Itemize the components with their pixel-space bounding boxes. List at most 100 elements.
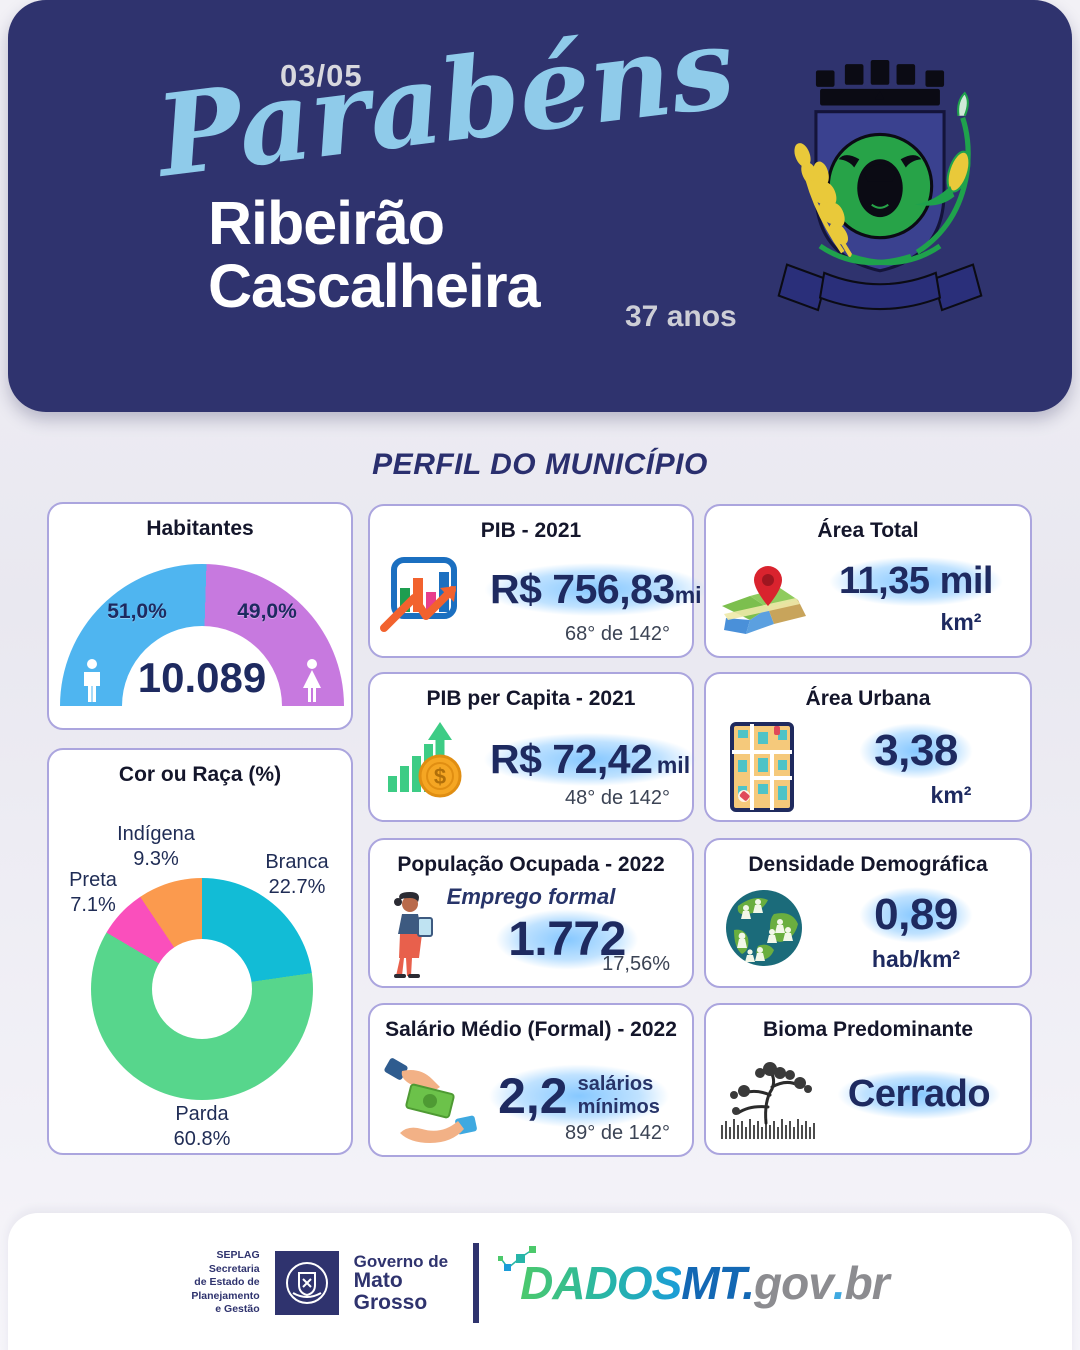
svg-text:$: $ [434, 764, 446, 789]
branca-pct: 22.7% [268, 876, 326, 898]
pib-unit: mi [674, 582, 702, 608]
population-total: 10.089 [137, 654, 267, 701]
brand-dados: DADOS [520, 1257, 682, 1309]
municipality-crest-icon [777, 60, 983, 312]
card-populacao-ocupada: População Ocupada - 2022 Emprego formal … [368, 838, 694, 988]
seplag-line: e Gestão [215, 1303, 260, 1316]
area-total-title: Área Total [817, 519, 919, 542]
card-area-urbana: Área Urbana 3,38 km² [704, 672, 1032, 822]
seplag-line: Planejamento [191, 1289, 260, 1302]
card-bioma: Bioma Predominante [704, 1003, 1032, 1155]
card-salario-medio: Salário Médio (Formal) - 2022 2,2 salário… [368, 1003, 694, 1157]
pib-pc-value: R$ 72,42 [490, 736, 653, 782]
indigena-name: Indígena [117, 823, 195, 845]
area-urbana-value: 3,38 [874, 726, 958, 775]
densidade-title: Densidade Demográfica [748, 853, 988, 876]
area-total-value-wrap: 11,35 mil km² [810, 554, 1022, 636]
gov-line3: Grosso [353, 1290, 428, 1314]
pib-value-wrap: R$ 756,83mi [466, 560, 726, 619]
brand-mt: MT [681, 1257, 743, 1309]
label-branca: Branca 22.7% [241, 850, 353, 900]
pib-value: R$ 756,83 [490, 566, 675, 612]
globe-people-icon [726, 890, 802, 966]
salario-title: Salário Médio (Formal) - 2022 [385, 1018, 677, 1041]
municipality-name-line1: Ribeirão [208, 189, 445, 257]
municipality-name-line2: Cascalheira [208, 252, 540, 321]
section-title: PERFIL DO MUNICÍPIO [372, 448, 708, 481]
bioma-value: Cerrado [847, 1073, 991, 1115]
densidade-value-wrap: 0,89 hab/km² [810, 884, 1022, 973]
seplag-line: Secretaria [208, 1262, 260, 1275]
pib-pc-rank: 48° de 142° [565, 787, 670, 809]
salario-unit-1: salários [577, 1073, 654, 1095]
populacao-subtitle: Emprego formal [446, 884, 616, 909]
footer-divider [473, 1243, 480, 1323]
card-area-total: Área Total 11,35 mil km² [704, 504, 1032, 658]
preta-name: Preta [69, 869, 117, 891]
pib-pc-value-wrap: R$ 72,42 mil [466, 730, 715, 789]
parda-name: Parda [175, 1103, 229, 1125]
brand-dot1: . [742, 1257, 755, 1309]
densidade-value: 0,89 [874, 890, 958, 939]
salario-value: 2,2 [498, 1068, 568, 1124]
habitantes-title: Habitantes [146, 517, 254, 540]
pib-pc-unit: mil [656, 752, 691, 778]
city-map-icon [730, 722, 794, 812]
seplag-line: SEPLAG [216, 1248, 260, 1261]
donut-hole [152, 939, 252, 1039]
pib-per-capita-title: PIB per Capita - 2021 [426, 687, 636, 710]
male-percent-label: 51,0% [107, 600, 167, 623]
gov-line1: Governo de [353, 1251, 449, 1271]
header-banner: Parabéns 03/05 Ribeirão Cascalheira 37 a… [8, 0, 1072, 412]
municipality-age: 37 anos [625, 300, 737, 333]
greeting-script-text: Parabéns [150, 2, 742, 203]
cerrado-tree-icon [720, 1061, 816, 1141]
bioma-value-wrap: Cerrado [816, 1067, 1022, 1122]
area-urbana-unit: km² [930, 782, 972, 808]
card-pib-per-capita: PIB per Capita - 2021 $ R$ 72,42 mil 48°… [368, 672, 715, 822]
populacao-pct: 17,56% [602, 953, 670, 975]
parda-pct: 60.8% [173, 1128, 231, 1150]
governo-mato-grosso-text: Governo de Mato Grosso [354, 1253, 448, 1313]
growth-bars-coin-icon: $ [388, 722, 462, 798]
card-pib: PIB - 2021 R$ 756,83mi 68° de 142° [368, 504, 726, 658]
habitantes-gauge-chart: 51,0% 49,0% 10.089 [60, 564, 344, 707]
card-densidade: Densidade Demográfica 0,89 hab/km² [704, 838, 1032, 988]
cor-raca-title: Cor ou Raça (%) [118, 763, 282, 786]
pib-title: PIB - 2021 [480, 519, 582, 542]
branca-name: Branca [265, 851, 329, 873]
hand-money-icon [384, 1058, 477, 1143]
mato-grosso-state-emblem-icon [274, 1251, 339, 1315]
label-parda: Parda 60.8% [127, 1102, 277, 1152]
brand-dot2: . [832, 1257, 846, 1309]
label-preta: Preta 7.1% [51, 868, 135, 918]
female-icon [303, 659, 321, 702]
seplag-text: SEPLAG Secretaria de Estado de Planejame… [191, 1249, 259, 1317]
area-total-unit: km² [940, 609, 982, 635]
salario-rank: 89° de 142° [565, 1122, 670, 1144]
indigena-pct: 9.3% [133, 848, 179, 870]
bar-chart-icon [380, 557, 457, 632]
populacao-value-wrap: 1.772 [450, 906, 684, 973]
female-percent-label: 49,0% [237, 600, 297, 623]
pib-rank: 68° de 142° [565, 623, 670, 645]
densidade-unit: hab/km² [871, 946, 961, 972]
male-icon [84, 659, 100, 702]
populacao-title: População Ocupada - 2022 [397, 853, 665, 876]
area-urbana-value-wrap: 3,38 km² [810, 720, 1022, 809]
anniversary-date: 03/05 [280, 58, 363, 93]
brand-br: br [844, 1257, 890, 1309]
area-total-value: 11,35 mil [839, 560, 993, 602]
preta-pct: 7.1% [70, 894, 116, 916]
label-indigena: Indígena 9.3% [96, 822, 216, 872]
brand-gov: gov [754, 1257, 834, 1309]
footer-logos: SEPLAG Secretaria de Estado de Planejame… [8, 1243, 1072, 1323]
card-habitantes: Habitantes 51,0% 49,0% 10.089 [47, 502, 353, 730]
footer-bar: SEPLAG Secretaria de Estado de Planejame… [8, 1213, 1072, 1350]
seplag-line: de Estado de [194, 1276, 260, 1289]
cor-raca-donut-chart [91, 878, 313, 1100]
map-pin-icon [722, 566, 806, 634]
salario-unit-2: mínimos [577, 1096, 660, 1118]
salario-value-wrap: 2,2 salários mínimos [474, 1061, 684, 1131]
